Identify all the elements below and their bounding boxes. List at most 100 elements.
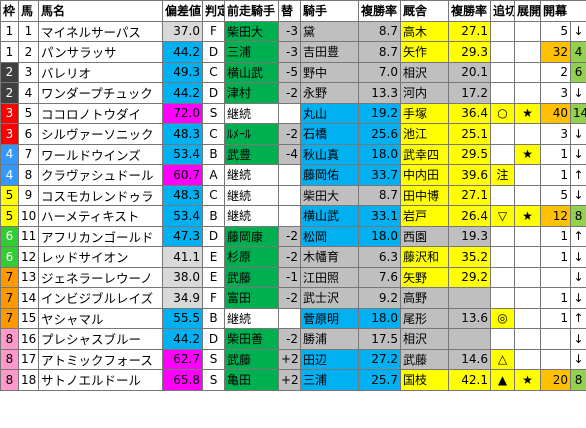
opening-count	[540, 266, 571, 288]
deviation-value: 62.7	[162, 348, 203, 370]
horse-name[interactable]: ココロノトウダイ	[38, 102, 163, 124]
change-indicator: -2	[278, 82, 301, 104]
stable: 武幸四	[400, 143, 449, 165]
waku-cell: 8	[0, 328, 19, 350]
table-body: 1 1 マイネルサーパス 37.0 F 柴田大 -3 黛 8.7 高木 27.1 5 ↓ 1 2 パンサラッサ…	[0, 20, 586, 391]
table-row[interactable]: 8 17 アトミックフォース 62.7 S 武藤 +2 田辺 27.2 武藤 14.6 △ ↓	[0, 348, 586, 370]
horse-name[interactable]: レッドサイオン	[38, 246, 163, 268]
opening-count: 40	[540, 102, 571, 124]
horse-name[interactable]: サトノエルドール	[38, 369, 163, 391]
stable-place-rate	[448, 328, 491, 350]
grade: F	[202, 287, 225, 309]
waku-cell: 1	[0, 41, 19, 63]
pace-mark	[514, 184, 541, 206]
stable-place-rate: 35.2	[448, 246, 491, 268]
table-row[interactable]: 6 11 アフリカンゴールド 47.3 D 藤岡康 -2 松岡 18.0 西園 19.3 1 ↑	[0, 225, 586, 247]
grade: F	[202, 20, 225, 42]
table-row[interactable]: 5 9 コスモカレンドゥラ 48.3 C 継続 柴田大 8.7 田中博 27.1 5 ↓	[0, 184, 586, 206]
table-row[interactable]: 7 14 インビジブルレイズ 34.9 F 富田 -2 武士沢 9.2 高野 1 ↓	[0, 287, 586, 309]
stable-place-rate: 20.1	[448, 61, 491, 83]
deviation-value: 60.7	[162, 164, 203, 186]
horse-number: 4	[18, 82, 39, 104]
previous-jockey: ﾙﾒｰﾙ	[224, 123, 279, 145]
table-row[interactable]: 7 13 ジェネラーレウーノ 38.0 E 武藤 -1 江田照 7.6 矢野 29.2 ↓	[0, 266, 586, 288]
pace-mark	[514, 225, 541, 247]
waku-cell: 3	[0, 123, 19, 145]
header-cell: 馬	[18, 0, 39, 22]
table-row[interactable]: 1 1 マイネルサーパス 37.0 F 柴田大 -3 黛 8.7 高木 27.1 5 ↓	[0, 20, 586, 42]
stable-place-rate: 29.2	[448, 266, 491, 288]
table-row[interactable]: 4 8 クラヴァシュドール 60.7 A 継続 藤岡佑 33.7 中内田 39.6 注 1 ↑	[0, 164, 586, 186]
previous-jockey: 亀田	[224, 369, 279, 391]
deviation-value: 53.4	[162, 143, 203, 165]
table-row[interactable]: 8 18 サトノエルドール 65.8 S 亀田 +2 三浦 25.7 国枝 42.1 ▲ ★ 20 8	[0, 369, 586, 391]
horse-number: 17	[18, 348, 39, 370]
stable: 池江	[400, 123, 449, 145]
table-row[interactable]: 7 15 ヤシャマル 55.5 B 継続 菅原明 18.0 尾形 13.6 ◎ 1 ↑	[0, 307, 586, 329]
jockey-place-rate: 13.3	[358, 82, 401, 104]
change-indicator: -5	[278, 61, 301, 83]
stable-place-rate: 42.1	[448, 369, 491, 391]
opening-count: 32	[540, 41, 571, 63]
table-row[interactable]: 5 10 ハーメティキスト 53.4 B 継続 横山武 33.1 岩戸 26.4 ▽ ★ 12 8	[0, 205, 586, 227]
previous-jockey: 富田	[224, 287, 279, 309]
change-indicator: -3	[278, 20, 301, 42]
training-mark	[490, 20, 515, 42]
horse-name[interactable]: プレシャスブルー	[38, 328, 163, 350]
horse-name[interactable]: シルヴァーソニック	[38, 123, 163, 145]
grade: D	[202, 82, 225, 104]
horse-name[interactable]: ジェネラーレウーノ	[38, 266, 163, 288]
stable: 高木	[400, 20, 449, 42]
stable-place-rate: 27.1	[448, 184, 491, 206]
pace-mark	[514, 328, 541, 350]
horse-name[interactable]: バレリオ	[38, 61, 163, 83]
training-mark	[490, 123, 515, 145]
deviation-value: 48.3	[162, 184, 203, 206]
table-row[interactable]: 6 12 レッドサイオン 41.1 E 杉原 -2 木幡育 6.3 藤沢和 35.2 1 ↓	[0, 246, 586, 268]
horse-name[interactable]: アトミックフォース	[38, 348, 163, 370]
grade: C	[202, 123, 225, 145]
header-cell: 追切	[490, 0, 515, 22]
horse-number: 18	[18, 369, 39, 391]
training-mark	[490, 184, 515, 206]
horse-name[interactable]: クラヴァシュドール	[38, 164, 163, 186]
stable: 河内	[400, 82, 449, 104]
horse-name[interactable]: コスモカレンドゥラ	[38, 184, 163, 206]
table-row[interactable]: 4 7 ワールドウインズ 53.4 B 武豊 -4 秋山真 18.0 武幸四 29.5 ★ 1 ↓	[0, 143, 586, 165]
jockey: 秋山真	[300, 143, 359, 165]
header-cell: 騎手	[300, 0, 359, 22]
table-row[interactable]: 2 4 ワンダープチュック 44.2 D 津村 -2 永野 13.3 河内 17.2 3 ↓	[0, 82, 586, 104]
horse-name[interactable]: ワールドウインズ	[38, 143, 163, 165]
table-row[interactable]: 8 16 プレシャスブルー 44.2 D 柴田善 -2 勝浦 17.5 相沢 ↓	[0, 328, 586, 350]
pace-mark	[514, 348, 541, 370]
previous-jockey: 継続	[224, 102, 279, 124]
opening-count: 3	[540, 123, 571, 145]
stable-place-rate: 19.3	[448, 225, 491, 247]
horse-name[interactable]: パンサラッサ	[38, 41, 163, 63]
table-row[interactable]: 1 2 パンサラッサ 44.2 D 三浦 -3 吉田豊 8.7 矢作 29.3 32 4	[0, 41, 586, 63]
horse-name[interactable]: インビジブルレイズ	[38, 287, 163, 309]
jockey-place-rate: 27.2	[358, 348, 401, 370]
previous-jockey: 横山武	[224, 61, 279, 83]
stable: 中内田	[400, 164, 449, 186]
header-cell: 偏差値	[162, 0, 203, 22]
stable: 高野	[400, 287, 449, 309]
grade: C	[202, 184, 225, 206]
horse-name[interactable]: マイネルサーパス	[38, 20, 163, 42]
header-cell: 複勝率	[358, 0, 401, 22]
horse-number: 14	[18, 287, 39, 309]
opening-count: 1	[540, 246, 571, 268]
trend-indicator: 14	[569, 102, 586, 124]
jockey-place-rate: 18.0	[358, 307, 401, 329]
horse-name[interactable]: ヤシャマル	[38, 307, 163, 329]
horse-name[interactable]: ワンダープチュック	[38, 82, 163, 104]
deviation-value: 41.1	[162, 246, 203, 268]
horse-name[interactable]: ハーメティキスト	[38, 205, 163, 227]
table-row[interactable]: 3 6 シルヴァーソニック 48.3 C ﾙﾒｰﾙ -2 石橋 25.6 池江 25.1 3 ↓	[0, 123, 586, 145]
horse-number: 3	[18, 61, 39, 83]
training-mark	[490, 143, 515, 165]
table-row[interactable]: 2 3 バレリオ 49.3 C 横山武 -5 野中 7.0 相沢 20.1 2 6	[0, 61, 586, 83]
horse-name[interactable]: アフリカンゴールド	[38, 225, 163, 247]
horse-number: 6	[18, 123, 39, 145]
